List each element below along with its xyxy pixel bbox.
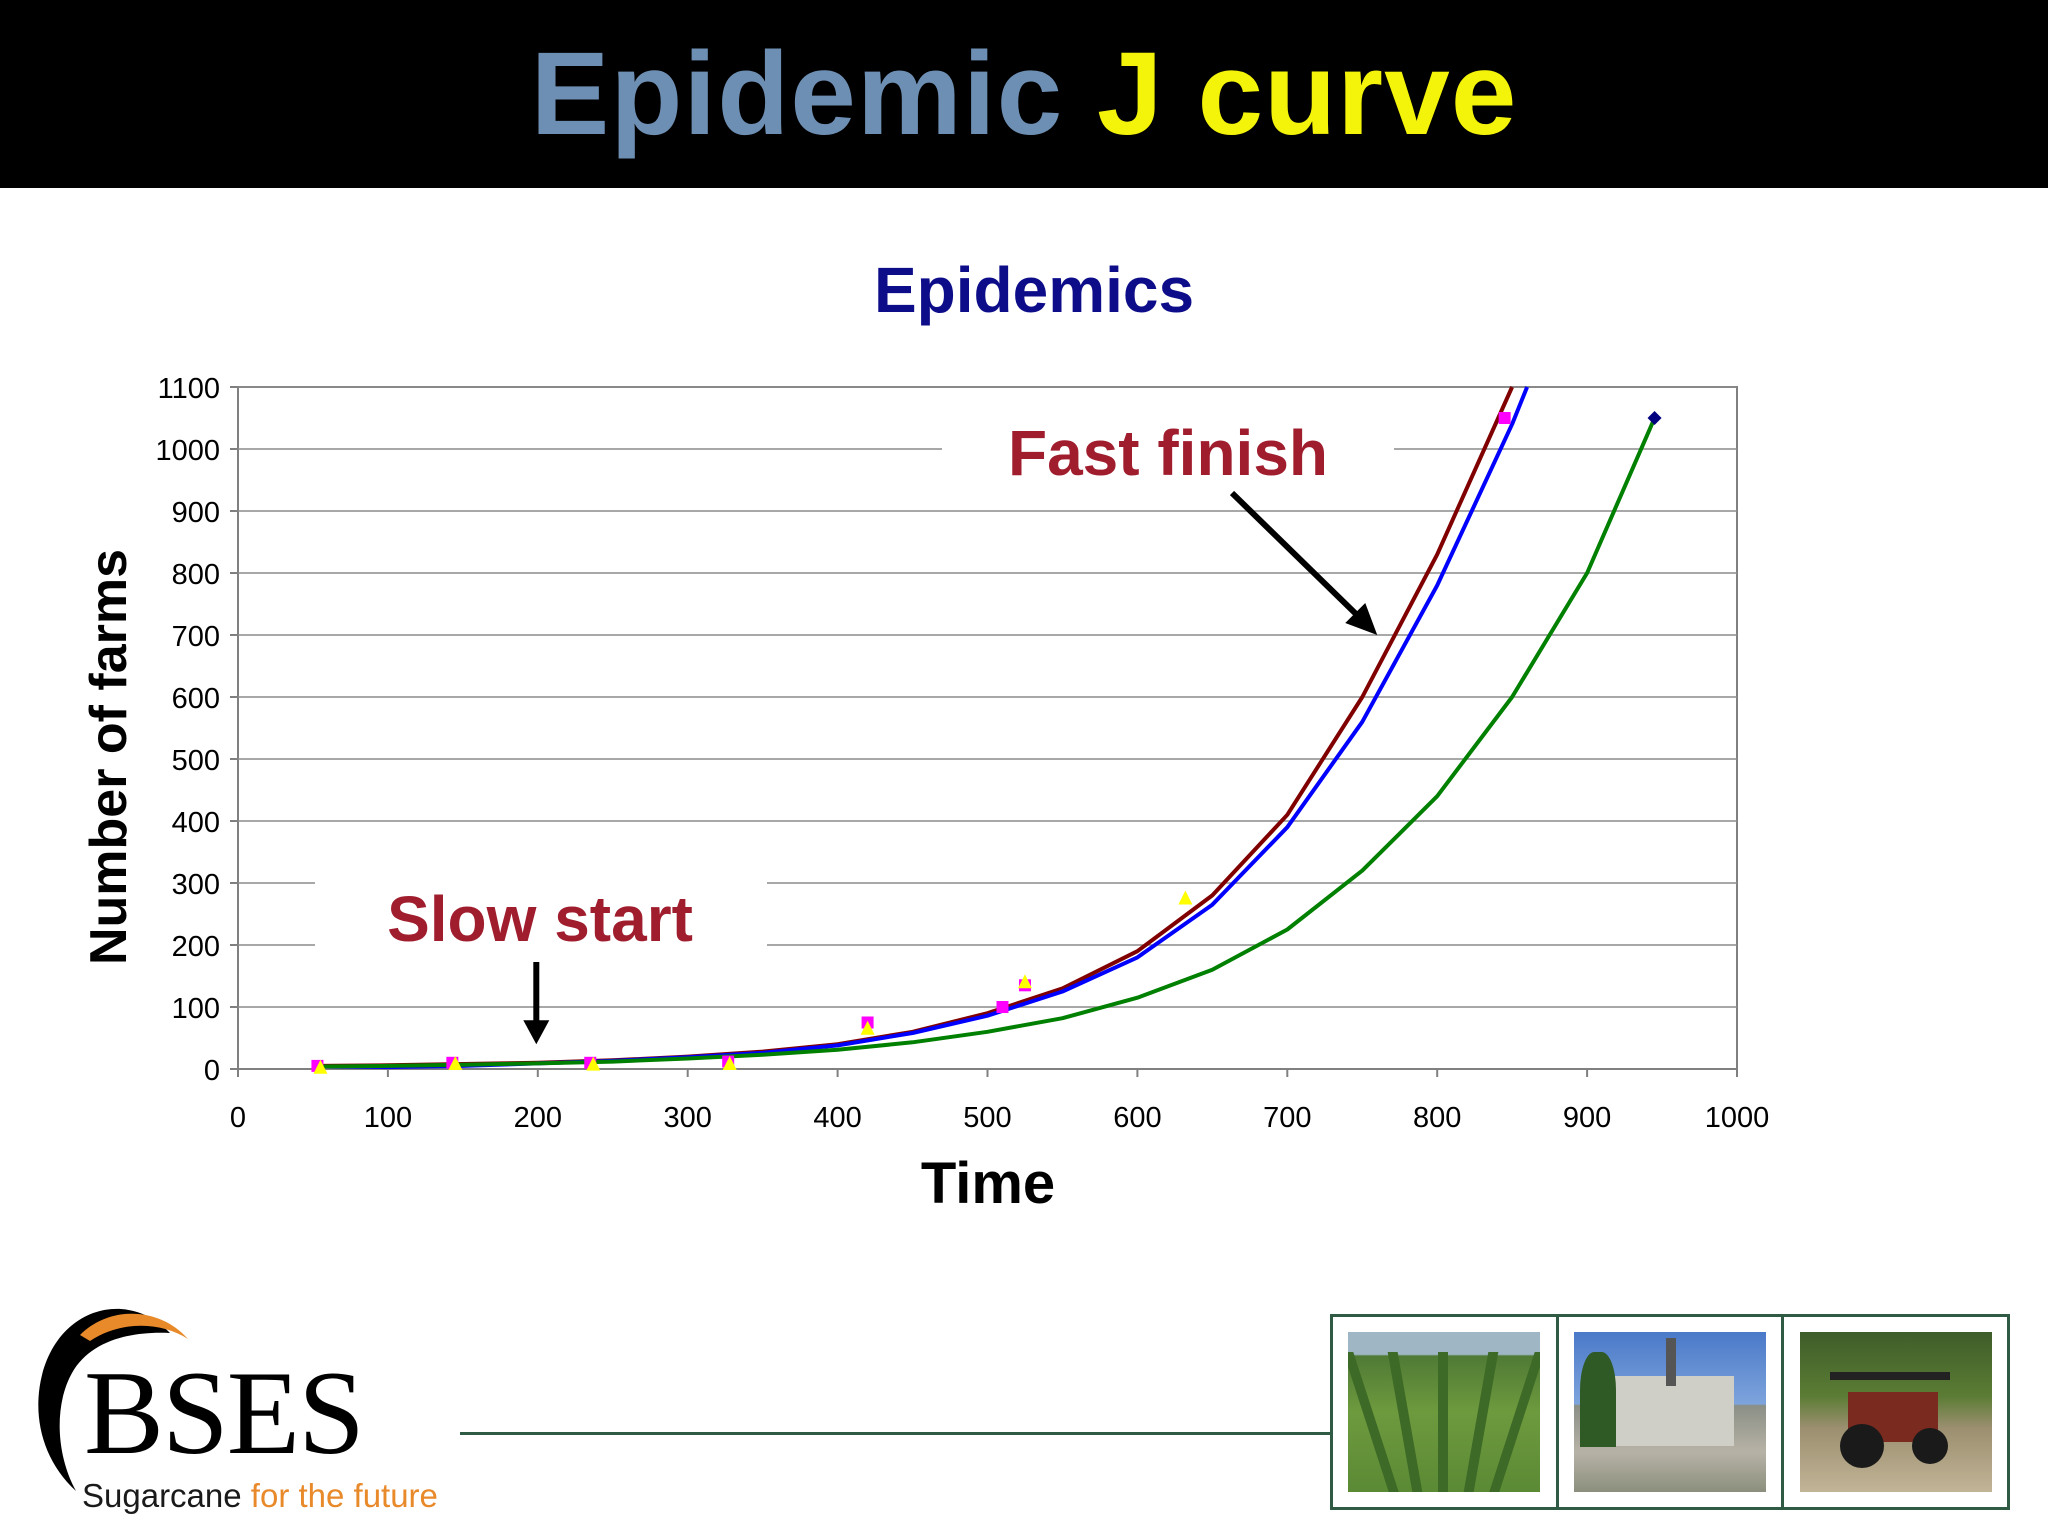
x-tick-label-1: 100 [364,1102,412,1134]
sugar-mill-photo [1574,1332,1766,1492]
photo-frame-2 [1559,1317,1785,1507]
slow-start-label: Slow start [387,883,693,955]
x-tick-label-4: 400 [813,1102,861,1134]
tagline-part-2: for the future [250,1477,438,1514]
y-tick-label-11: 1100 [158,373,220,405]
tractor-photo [1799,1332,1992,1492]
y-tick-label-4: 400 [172,807,220,839]
y-tick-label-6: 600 [172,683,220,715]
y-axis-label: Number of farms [80,549,138,965]
marker-triangle-1-0 [313,1059,328,1074]
fast-finish-label-bg [942,408,1394,492]
x-tick-label-10: 1000 [1705,1102,1770,1134]
logo-swoosh-icon [38,1308,188,1491]
marker-square-0-5 [996,1001,1009,1013]
photo-frame-1 [1333,1317,1559,1507]
x-tick-label-5: 500 [963,1102,1011,1134]
marker-triangle-1-3 [722,1056,737,1071]
marker-triangle-1-5 [1017,974,1032,989]
sugarcane-field-photo [1348,1332,1541,1492]
fast-finish-arrow-shaft [1229,490,1368,626]
y-tick-label-8: 800 [172,559,220,591]
marker-triangle-1-6 [1178,890,1193,905]
slow-start-arrow-head [523,1020,550,1045]
x-tick-label-6: 600 [1113,1102,1161,1134]
chart-title: Epidemics [874,254,1194,326]
y-tick-label-9: 900 [172,497,220,529]
y-tick-label-10: 1000 [155,435,220,467]
y-tick-label-3: 300 [172,869,220,901]
bses-logo: BSES Sugarcane for the future [20,1295,480,1525]
slow-start-label-bg [315,874,767,958]
marker-diamond-2-0 [1647,411,1662,425]
slide-title-bar: Epidemic J curve [0,0,2048,188]
series-line-2 [320,417,1657,1069]
footer-divider [460,1432,1330,1435]
fast-finish-arrow-head [1345,603,1378,635]
marker-square-0-7 [1498,412,1511,424]
fast-finish-label: Fast finish [1008,417,1328,489]
x-tick-label-8: 800 [1413,1102,1461,1134]
x-tick-label-3: 300 [664,1102,712,1134]
photo-strip [1330,1314,2010,1510]
marker-triangle-1-2 [586,1056,601,1071]
marker-triangle-1-4 [860,1020,875,1035]
tagline-part-1: Sugarcane [82,1477,251,1514]
x-tick-label-0: 0 [230,1102,246,1134]
x-axis-label: Time [921,1151,1055,1216]
x-tick-label-9: 900 [1563,1102,1611,1134]
y-tick-label-2: 200 [172,931,220,963]
epidemics-chart: Epidemics 0 100 200 300 400 500 600 700 800 900 10… [80,254,1770,1216]
marker-triangle-1-1 [448,1056,463,1071]
y-tick-label-5: 500 [172,745,220,777]
slide-title: Epidemic J curve [531,35,1518,153]
y-tick-label-0: 0 [204,1055,220,1087]
y-tick-label-1: 100 [172,993,220,1025]
slide-title-part-2: J curve [1097,28,1518,160]
slide-title-part-1: Epidemic [530,28,1064,160]
photo-frame-3 [1784,1317,2007,1507]
y-tick-label-7: 700 [172,621,220,653]
x-tick-label-2: 200 [514,1102,562,1134]
x-tick-label-7: 700 [1263,1102,1311,1134]
logo-text: BSES [84,1346,365,1479]
logo-tagline: Sugarcane for the future [82,1477,438,1515]
